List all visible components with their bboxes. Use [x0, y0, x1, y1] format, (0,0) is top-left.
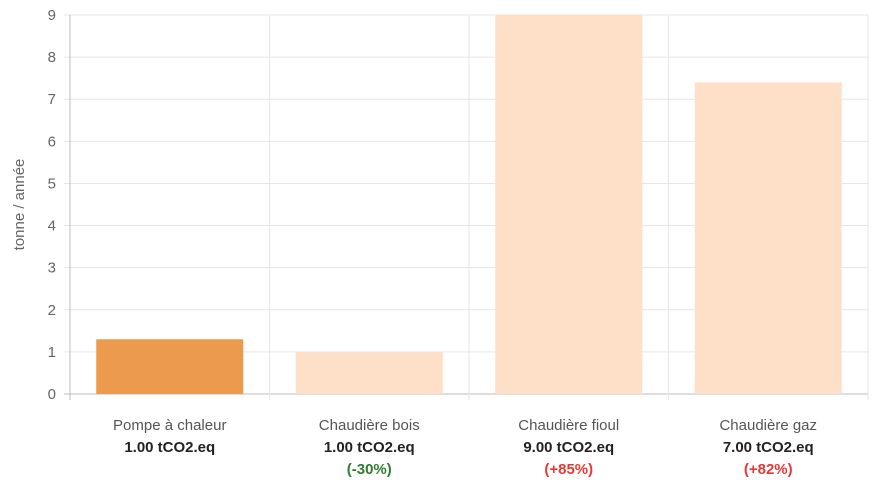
y-tick-label: 0 [48, 386, 56, 403]
x-tick-label: Chaudière gaz [719, 417, 817, 434]
axes: 0 1 2 3 4 5 6 7 8 9 [48, 7, 56, 403]
bars [96, 15, 842, 394]
bar [96, 339, 244, 394]
x-tick-label: Chaudière bois [319, 417, 420, 434]
change-label: (+82%) [744, 461, 793, 478]
y-tick-label: 4 [48, 218, 56, 235]
y-tick-label: 8 [48, 49, 56, 66]
y-tick-label: 7 [48, 91, 56, 108]
y-tick-label: 1 [48, 344, 56, 361]
grid-lines [64, 14, 869, 400]
value-label: 1.00 tCO2.eq [124, 439, 215, 456]
value-label: 1.00 tCO2.eq [324, 439, 415, 456]
y-tick-label: 9 [48, 7, 56, 24]
y-axis-title: tonne / année [11, 159, 28, 251]
y-tick-label: 6 [48, 133, 56, 150]
y-tick-label: 5 [48, 175, 56, 192]
value-label: 9.00 tCO2.eq [523, 439, 614, 456]
value-label: 7.00 tCO2.eq [723, 439, 814, 456]
bar [495, 15, 643, 394]
change-label: (+85%) [544, 461, 593, 478]
category-labels: Pompe à chaleur 1.00 tCO2.eq Chaudière boi… [113, 417, 817, 478]
y-tick-label: 3 [48, 260, 56, 277]
bar [694, 82, 842, 394]
change-label: (-30%) [347, 461, 392, 478]
bar [295, 351, 443, 394]
x-tick-label: Pompe à chaleur [113, 417, 226, 434]
y-tick-label: 2 [48, 302, 56, 319]
x-tick-label: Chaudière fioul [518, 417, 619, 434]
